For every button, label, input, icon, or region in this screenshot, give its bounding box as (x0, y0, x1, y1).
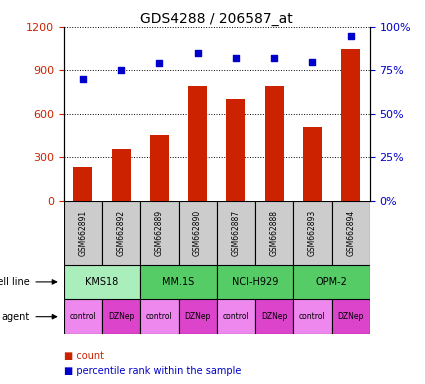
Bar (332, 201, 370, 265)
Bar (255, 299, 293, 334)
Text: GSM662892: GSM662892 (116, 210, 126, 256)
Point (309, 59, 316, 65)
Text: GSM662894: GSM662894 (346, 210, 355, 256)
Bar (178, 201, 217, 265)
Point (271, 55, 278, 61)
Bar (64, 201, 102, 265)
Bar (102, 201, 140, 265)
Bar (178, 299, 217, 334)
Text: NCI-H929: NCI-H929 (232, 277, 278, 287)
Point (347, 33, 354, 39)
Text: GSM662890: GSM662890 (193, 210, 202, 256)
Text: DZNep: DZNep (337, 312, 364, 321)
Bar (293, 265, 370, 299)
Point (194, 50, 201, 56)
Bar (217, 265, 293, 299)
Bar (303, 127, 322, 201)
Bar (64, 299, 102, 334)
Text: DZNep: DZNep (184, 312, 211, 321)
Bar (264, 86, 284, 201)
Text: GSM662887: GSM662887 (231, 210, 241, 256)
Text: OPM-2: OPM-2 (315, 277, 347, 287)
Bar (140, 299, 178, 334)
Text: DZNep: DZNep (108, 312, 134, 321)
Bar (150, 135, 169, 201)
Bar (293, 299, 332, 334)
Bar (64, 265, 140, 299)
Text: ■ percentile rank within the sample: ■ percentile rank within the sample (64, 366, 241, 376)
Bar (102, 299, 140, 334)
Bar (332, 299, 370, 334)
Bar (188, 86, 207, 201)
Bar (217, 299, 255, 334)
Text: ■ count: ■ count (64, 351, 104, 361)
Bar (111, 149, 131, 201)
Text: MM.1S: MM.1S (162, 277, 195, 287)
Point (118, 67, 125, 73)
Point (156, 60, 163, 66)
Text: GSM662891: GSM662891 (78, 210, 88, 256)
Text: GSM662889: GSM662889 (155, 210, 164, 256)
Bar (217, 201, 255, 265)
Text: control: control (70, 312, 96, 321)
Bar (255, 201, 293, 265)
Text: DZNep: DZNep (261, 312, 287, 321)
Point (232, 55, 239, 61)
Text: control: control (223, 312, 249, 321)
Bar (226, 99, 245, 201)
Text: KMS18: KMS18 (85, 277, 119, 287)
Bar (73, 167, 92, 201)
Text: GSM662888: GSM662888 (269, 210, 279, 256)
Bar (140, 201, 178, 265)
Point (79, 76, 86, 82)
Text: GSM662893: GSM662893 (308, 210, 317, 256)
Text: control: control (146, 312, 173, 321)
Text: agent: agent (2, 312, 30, 322)
Bar (341, 49, 360, 201)
Title: GDS4288 / 206587_at: GDS4288 / 206587_at (140, 12, 293, 26)
Text: control: control (299, 312, 326, 321)
Bar (293, 201, 332, 265)
Text: cell line: cell line (0, 277, 30, 287)
Bar (140, 265, 217, 299)
